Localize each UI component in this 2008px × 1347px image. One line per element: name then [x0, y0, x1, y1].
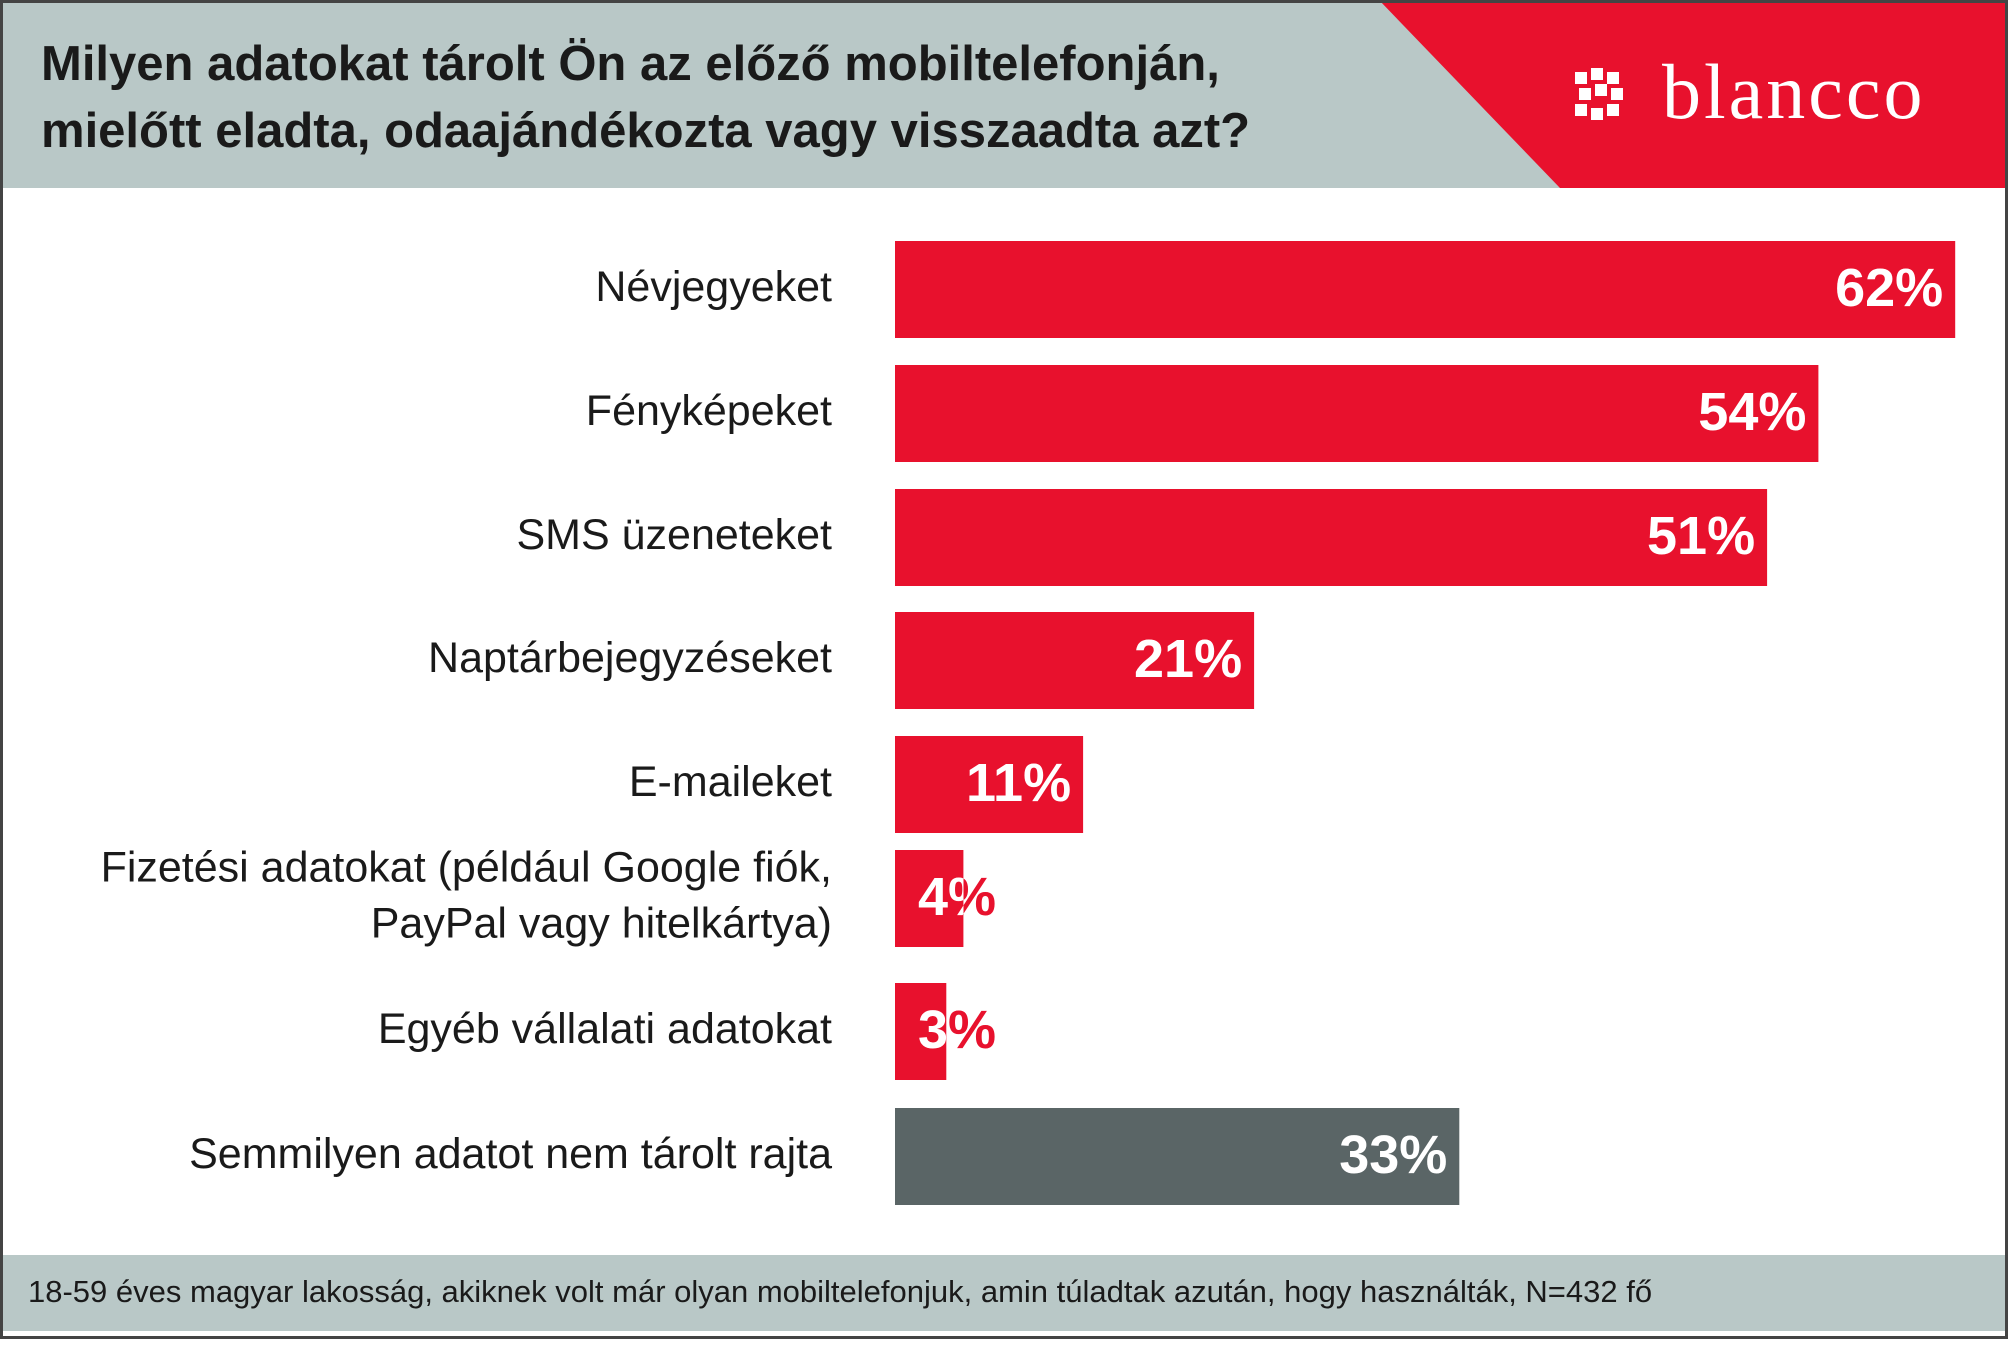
category-label: Naptárbejegyzéseket — [428, 634, 832, 682]
category-label: Semmilyen adatot nem tárolt rajta — [189, 1130, 832, 1178]
footer-band — [0, 1255, 2008, 1331]
value-label: 62% — [1835, 258, 1943, 318]
value-label: 21% — [1134, 629, 1242, 689]
bar — [895, 1108, 1460, 1205]
chart-title-line: mielőtt eladta, odaajándékozta vagy viss… — [41, 104, 1250, 158]
brand-icon — [1575, 68, 1623, 120]
category-label: Egyéb vállalati adatokat — [378, 1005, 832, 1053]
value-label: 33% — [1339, 1125, 1447, 1185]
value-label: 51% — [1647, 506, 1755, 566]
value-label: 11% — [966, 753, 1071, 813]
value-label: 54% — [1698, 382, 1806, 442]
category-label: SMS üzeneteket — [516, 511, 832, 559]
chart-title-line: Milyen adatokat tárolt Ön az előző mobil… — [41, 37, 1220, 91]
bar — [895, 489, 1768, 586]
header-accent — [1379, 0, 2008, 188]
bar — [895, 365, 1819, 462]
value-label: 4% — [918, 867, 996, 927]
bar — [895, 983, 947, 1080]
bar — [895, 612, 1255, 709]
bar — [895, 736, 1084, 833]
brand-name: blancco — [1662, 48, 1926, 135]
category-label: Névjegyeket — [595, 263, 832, 311]
value-label: 3% — [918, 1000, 996, 1060]
footnote: 18-59 éves magyar lakosság, akiknek volt… — [28, 1274, 1652, 1309]
category-label: E-maileket — [629, 758, 832, 806]
bar — [895, 241, 1956, 338]
category-label: Fényképeket — [586, 387, 832, 435]
bar — [895, 850, 964, 947]
category-label: Fizetési adatokat (például Google fiók, P… — [101, 844, 832, 948]
